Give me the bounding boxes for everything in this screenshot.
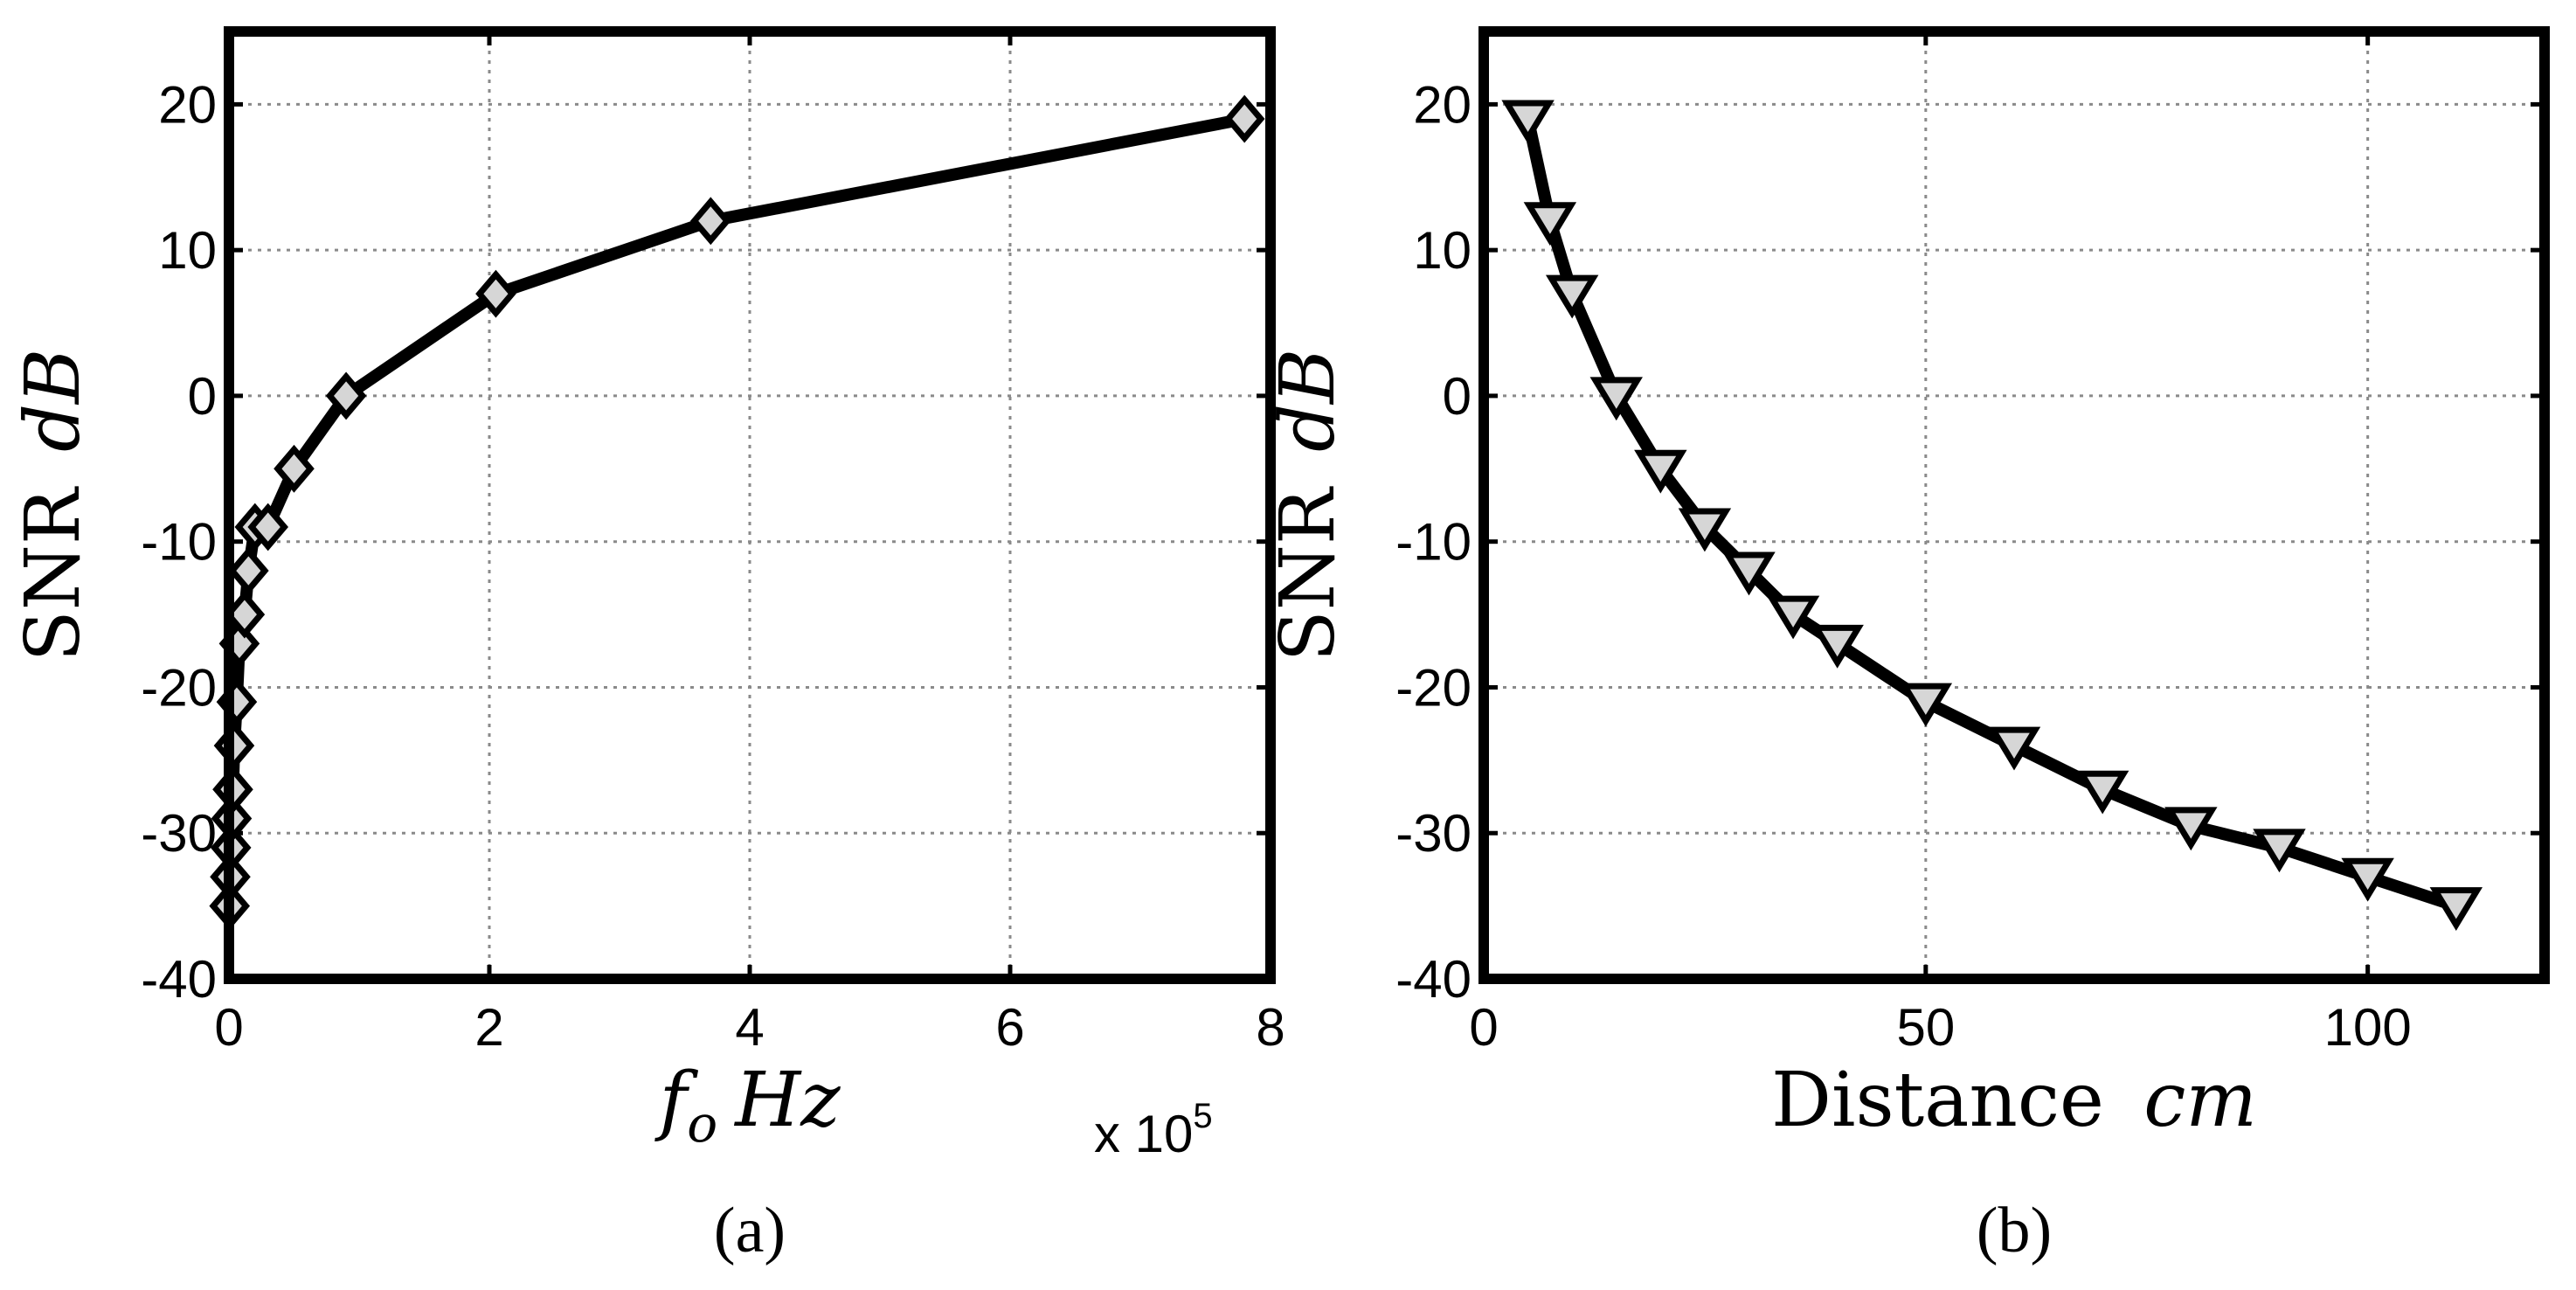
data-point-triangle (1523, 202, 1577, 246)
data-point-triangle (1501, 100, 1555, 144)
chart-a-x-label-unit: Hz (733, 1057, 841, 1144)
chart-b-series-line (1521, 117, 2458, 912)
data-point-triangle (2341, 857, 2394, 902)
x-tick-label: 2 (474, 998, 503, 1057)
chart-a-series-line (223, 113, 1246, 906)
chart-b-y-ticks: -40 -30 -20 -10 0 10 20 (1395, 75, 2545, 1009)
x-tick-label: 0 (214, 998, 243, 1057)
x-tick-label: 4 (735, 998, 764, 1057)
chart-b-y-label-unit: dB (1264, 349, 1352, 452)
y-tick-label: -40 (141, 950, 217, 1009)
y-tick-label: -40 (1395, 950, 1472, 1009)
data-point-triangle (2429, 887, 2483, 931)
y-tick-label: 0 (1443, 367, 1472, 426)
data-point-triangle (2253, 829, 2306, 873)
chart-a-x-label-sub: o (687, 1094, 717, 1154)
chart-a-y-ticks: -40 -30 -20 -10 0 10 20 (141, 75, 1271, 1009)
y-tick-label: 20 (1413, 75, 1472, 134)
chart-b-y-label-text: SNR (1264, 486, 1352, 662)
y-tick-label: -20 (141, 658, 217, 717)
data-point-triangle (1589, 377, 1643, 421)
data-point-diamond (228, 546, 269, 595)
data-point-diamond (274, 444, 315, 493)
chart-a-x-axis-label: fo Hz (654, 1057, 841, 1154)
data-point-triangle (2075, 770, 2129, 815)
data-point-triangle (1678, 508, 1732, 552)
chart-a-markers (209, 94, 1265, 931)
x-tick-label: 0 (1469, 998, 1498, 1057)
chart-a-y-axis-label: SNR dB (10, 349, 97, 662)
y-tick-label: -20 (1395, 658, 1472, 717)
data-point-diamond (475, 269, 516, 318)
chart-a-x-multiplier: x 105 (1094, 1097, 1213, 1163)
x-tick-label: 8 (1256, 998, 1285, 1057)
chart-b-markers (1501, 100, 2483, 931)
chart-a-x-multiplier-exp: 5 (1193, 1097, 1212, 1135)
chart-a-x-multiplier-base: x 10 (1094, 1105, 1193, 1163)
y-tick-label: -10 (141, 513, 217, 572)
data-point-triangle (2164, 807, 2218, 851)
y-tick-label: 0 (188, 367, 217, 426)
chart-a-panel-label: (a) (714, 1195, 786, 1266)
data-point-triangle (1634, 449, 1687, 494)
chart-b-y-axis-label: SNR dB (1264, 349, 1352, 662)
data-point-diamond (247, 503, 288, 551)
y-tick-label: -10 (1395, 513, 1472, 572)
y-tick-label: -30 (141, 804, 217, 863)
x-tick-label: 50 (1896, 998, 1955, 1057)
chart-b-grid (1484, 31, 2545, 979)
chart-b-frame (1478, 26, 2550, 984)
chart-b-panel-label: (b) (1977, 1195, 2052, 1266)
data-point-diamond (325, 371, 367, 420)
x-tick-label: 6 (995, 998, 1024, 1057)
data-point-diamond (1223, 94, 1265, 143)
chart-a-y-label-text: SNR (10, 486, 97, 662)
chart-a-x-ticks: 0 2 4 6 8 (214, 31, 1285, 1057)
data-point-diamond (690, 197, 731, 246)
chart-a-frame (224, 26, 1276, 984)
data-point-triangle (1899, 683, 1953, 727)
y-tick-label: 10 (158, 221, 217, 280)
chart-a-grid (229, 31, 1271, 979)
data-point-triangle (1811, 624, 1864, 669)
y-tick-label: -30 (1395, 804, 1472, 863)
chart-a-y-label-unit: dB (10, 349, 97, 452)
data-point-triangle (1766, 595, 1820, 640)
y-tick-label: 20 (158, 75, 217, 134)
chart-b-x-axis-label: Distance cm (1771, 1057, 2257, 1144)
data-point-triangle (1987, 726, 2041, 771)
data-point-triangle (1722, 551, 1776, 596)
chart-b-x-label-unit: cm (2143, 1057, 2257, 1144)
data-point-triangle (1545, 274, 1599, 319)
chart-b: 0 50 100 -40 -30 -20 -10 0 10 20 SNR dB Distance… (1264, 26, 2550, 1266)
y-tick-label: 10 (1413, 221, 1472, 280)
chart-b-x-ticks: 0 50 100 (1469, 31, 2412, 1057)
x-tick-label: 100 (2324, 998, 2412, 1057)
chart-b-x-label-text: Distance (1771, 1057, 2104, 1144)
